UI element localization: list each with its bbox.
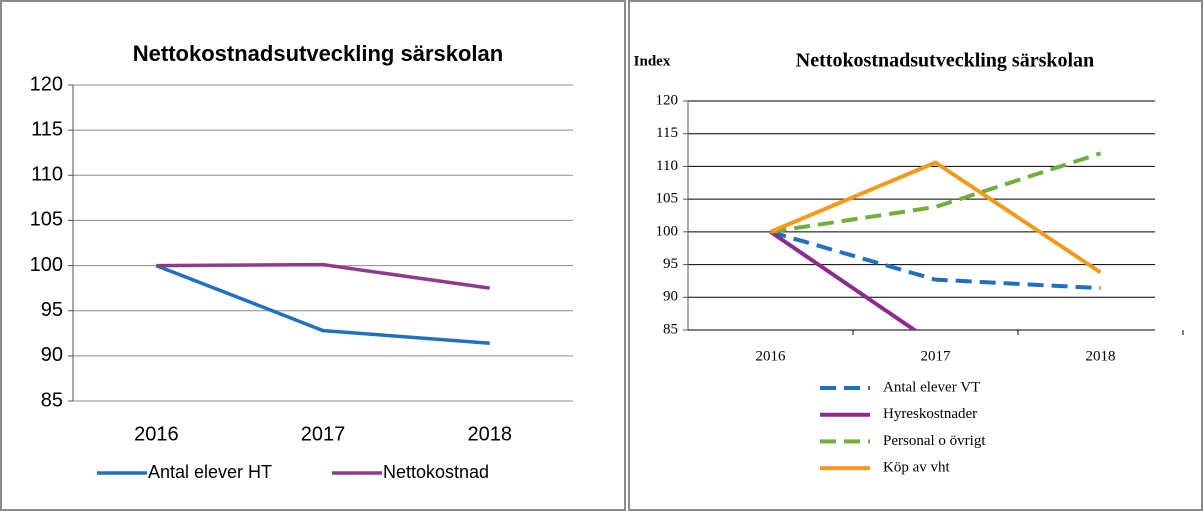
y-tick-label: 105 — [656, 191, 679, 207]
y-tick-label: 120 — [30, 73, 63, 95]
series-line — [769, 229, 1101, 291]
y-tick-label: 100 — [656, 223, 679, 239]
x-tick-label: 2017 — [921, 348, 952, 364]
series-line — [769, 230, 918, 330]
y-tick-label: 120 — [656, 92, 679, 108]
y-tick-label: 105 — [30, 209, 63, 231]
legend-label: Hyreskostnader — [883, 406, 977, 422]
y-tick-label: 85 — [41, 389, 63, 411]
x-tick-label: 2018 — [1086, 348, 1116, 364]
series-line — [155, 263, 490, 345]
series-line — [770, 151, 1102, 234]
y-axis-label: Index — [634, 53, 671, 69]
series-line — [156, 262, 490, 290]
panel — [628, 0, 1203, 511]
y-tick-label: 95 — [41, 299, 63, 321]
x-tick-label: 2016 — [134, 423, 179, 445]
legend-label: Nettokostnad — [383, 462, 489, 482]
y-tick-label: 110 — [656, 158, 678, 174]
legend-label: Personal o övrigt — [883, 433, 986, 449]
chart-title: Nettokostnadsutveckling särskolan — [133, 41, 503, 66]
series-line — [769, 160, 1102, 275]
y-tick-label: 90 — [41, 344, 63, 366]
legend-label: Antal elever HT — [148, 462, 272, 482]
panel — [0, 0, 626, 511]
legend-label: Antal elever VT — [883, 379, 980, 395]
x-tick-label: 2018 — [468, 423, 513, 445]
y-tick-label: 110 — [31, 164, 63, 186]
y-tick-label: 95 — [663, 256, 678, 272]
legend-label: Köp av vht — [883, 460, 950, 476]
chart-title: Nettokostnadsutveckling särskolan — [796, 50, 1094, 72]
y-tick-label: 115 — [31, 118, 63, 140]
x-tick-label: 2017 — [301, 423, 346, 445]
y-tick-label: 100 — [30, 254, 63, 276]
y-tick-label: 90 — [663, 289, 678, 305]
x-tick-label: 2016 — [756, 348, 787, 364]
y-tick-label: 115 — [656, 125, 678, 141]
y-tick-label: 85 — [663, 321, 678, 337]
